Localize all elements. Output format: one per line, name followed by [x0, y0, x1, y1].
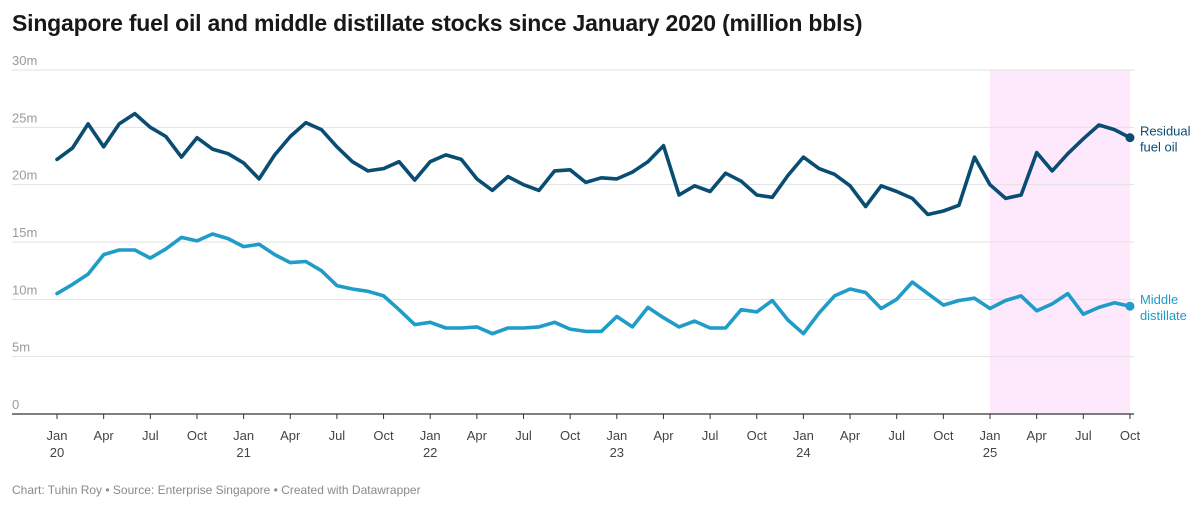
- y-tick-label: 0: [12, 397, 19, 412]
- x-tick-label: Apr: [653, 428, 674, 443]
- x-tick-label: Jan: [233, 428, 254, 443]
- x-tick-label: Oct: [747, 428, 768, 443]
- y-tick-label: 10m: [12, 282, 37, 297]
- x-tick-label: Oct: [1120, 428, 1141, 443]
- x-tick-label: Apr: [1027, 428, 1048, 443]
- x-tick-label: Jul: [702, 428, 719, 443]
- x-tick-label: Oct: [560, 428, 581, 443]
- y-tick-label: 15m: [12, 225, 37, 240]
- x-tick-label: Oct: [933, 428, 954, 443]
- y-tick-label: 20m: [12, 168, 37, 183]
- x-tick-year-label: 23: [610, 445, 624, 460]
- x-tick-label: Jan: [606, 428, 627, 443]
- y-tick-label: 30m: [12, 53, 37, 68]
- x-tick-label: Jul: [515, 428, 532, 443]
- y-tick-label: 25m: [12, 110, 37, 125]
- x-tick-label: Apr: [280, 428, 301, 443]
- series-line-middle-distillate: [55, 232, 1132, 336]
- x-tick-year-label: 21: [236, 445, 250, 460]
- line-chart: 0 5m 10m 15m 20m 25m 30m Jan 20 Apr Jul Oct Jan 21 Ap…: [12, 53, 1191, 460]
- series-label-residual-fuel-oil: Residual fuel oil: [1140, 124, 1191, 155]
- series-label-middle-distillate: Middle distillate: [1140, 292, 1187, 323]
- x-tick-label: Jan: [420, 428, 441, 443]
- x-tick-year-label: 20: [50, 445, 64, 460]
- x-tick-label: Jul: [888, 428, 905, 443]
- x-tick-label: Oct: [373, 428, 394, 443]
- x-tick-year-label: 22: [423, 445, 437, 460]
- x-tick-year-label: 24: [796, 445, 810, 460]
- x-tick-label: Jan: [793, 428, 814, 443]
- x-tick-year-label: 25: [983, 445, 997, 460]
- series-endpoint-residual-fuel-oil: [1125, 133, 1135, 143]
- x-tick-label: Oct: [187, 428, 208, 443]
- x-tick-label: Apr: [94, 428, 115, 443]
- x-tick-label: Jul: [1075, 428, 1092, 443]
- x-tick-label: Apr: [467, 428, 488, 443]
- chart-title: Singapore fuel oil and middle distillate…: [12, 10, 863, 36]
- x-tick-label: Jul: [329, 428, 346, 443]
- series-endpoint-middle-distillate: [1125, 301, 1135, 311]
- series-line-residual-fuel-oil: [55, 111, 1132, 217]
- x-tick-label: Apr: [840, 428, 861, 443]
- y-tick-label: 5m: [12, 340, 30, 355]
- x-tick-label: Jul: [142, 428, 159, 443]
- x-tick-label: Jan: [980, 428, 1001, 443]
- chart-credit: Chart: Tuhin Roy • Source: Enterprise Si…: [12, 483, 421, 497]
- x-tick-label: Jan: [47, 428, 68, 443]
